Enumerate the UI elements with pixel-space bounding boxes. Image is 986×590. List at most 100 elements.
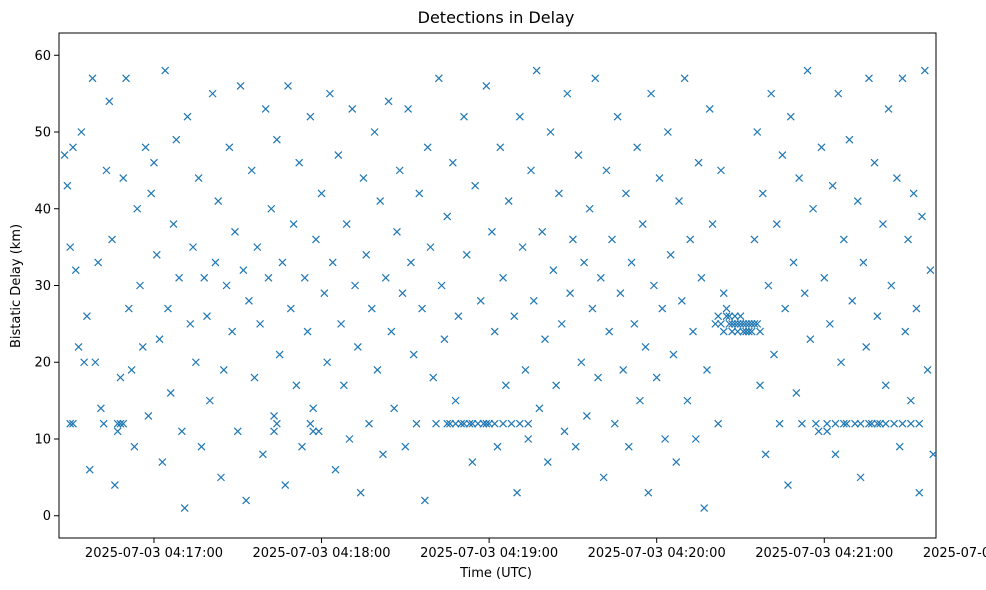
data-point — [141, 143, 150, 152]
data-point — [513, 488, 521, 497]
data-point — [555, 189, 563, 198]
data-point — [373, 365, 382, 374]
data-point — [694, 158, 703, 167]
data-point — [203, 312, 211, 321]
data-point — [610, 419, 619, 428]
data-point — [496, 143, 505, 152]
data-point — [387, 327, 396, 336]
data-point — [549, 266, 558, 275]
data-point — [113, 419, 122, 428]
data-point — [892, 174, 901, 182]
data-point — [490, 327, 499, 336]
data-point — [786, 112, 795, 121]
data-point — [298, 442, 306, 451]
data-point — [898, 74, 907, 83]
x-tick-label: 2025-07-03 04:21:00 — [755, 546, 893, 561]
data-point — [560, 427, 569, 436]
data-point — [451, 396, 460, 405]
data-point — [529, 296, 538, 305]
data-point — [320, 289, 329, 298]
data-point — [96, 404, 105, 413]
data-point — [264, 273, 273, 282]
data-point — [309, 427, 318, 436]
data-point — [571, 442, 580, 451]
data-point — [834, 89, 843, 98]
data-point — [365, 419, 373, 428]
data-point — [736, 312, 745, 321]
data-point — [890, 419, 899, 428]
data-point — [116, 419, 125, 428]
data-point — [250, 373, 259, 382]
data-point — [474, 419, 482, 428]
data-point — [552, 381, 561, 390]
data-point — [806, 335, 815, 344]
data-point — [675, 197, 683, 206]
data-point — [440, 335, 449, 344]
data-point — [823, 419, 831, 428]
data-point — [831, 450, 840, 459]
data-point — [415, 189, 424, 198]
data-point — [619, 365, 628, 374]
data-point — [733, 327, 742, 336]
data-point — [658, 304, 667, 313]
data-point — [750, 319, 759, 328]
data-point — [876, 419, 885, 428]
data-point — [144, 412, 153, 420]
data-point — [781, 304, 790, 313]
data-point — [244, 296, 253, 305]
data-point — [119, 174, 128, 182]
data-point — [904, 235, 912, 244]
data-point — [393, 227, 401, 236]
data-point — [870, 158, 879, 167]
data-point — [873, 419, 882, 428]
data-point — [105, 97, 114, 106]
data-point — [602, 166, 611, 175]
data-point — [228, 327, 237, 336]
data-point — [256, 319, 265, 328]
data-point — [468, 419, 477, 428]
data-point — [624, 442, 633, 451]
data-point — [851, 419, 859, 428]
data-point — [423, 143, 432, 152]
data-point — [543, 458, 552, 466]
data-point — [71, 266, 80, 275]
data-point — [652, 373, 661, 382]
data-point — [772, 220, 781, 229]
data-point — [647, 89, 656, 98]
data-point — [242, 496, 251, 505]
data-point — [649, 281, 658, 290]
data-point — [426, 243, 435, 252]
data-point — [261, 105, 270, 113]
data-point — [842, 419, 851, 428]
data-point — [359, 174, 368, 182]
data-point — [669, 350, 678, 359]
y-tick-label: 60 — [34, 49, 51, 64]
data-point — [231, 227, 239, 236]
data-point — [756, 381, 764, 390]
data-point — [119, 419, 128, 428]
data-point — [616, 289, 625, 298]
data-point — [136, 281, 144, 290]
data-point — [644, 488, 653, 497]
data-point — [69, 143, 77, 152]
data-point — [722, 312, 731, 321]
data-point — [677, 296, 686, 305]
data-point — [831, 419, 840, 428]
y-tick-label: 20 — [34, 356, 51, 371]
data-point — [599, 473, 608, 482]
data-point — [454, 312, 463, 321]
x-tick-label: 2025-07-03 04:19:00 — [420, 546, 558, 561]
y-tick-label: 30 — [34, 279, 51, 294]
data-point — [798, 419, 806, 428]
data-point — [613, 112, 622, 121]
data-point — [742, 327, 751, 336]
data-point — [906, 419, 915, 428]
data-point — [856, 419, 865, 428]
data-point — [700, 504, 709, 512]
data-point — [108, 235, 116, 244]
data-point — [88, 74, 97, 83]
data-point — [270, 412, 278, 420]
y-tick-label: 40 — [34, 202, 51, 217]
data-point — [356, 488, 365, 497]
data-point — [102, 166, 111, 175]
